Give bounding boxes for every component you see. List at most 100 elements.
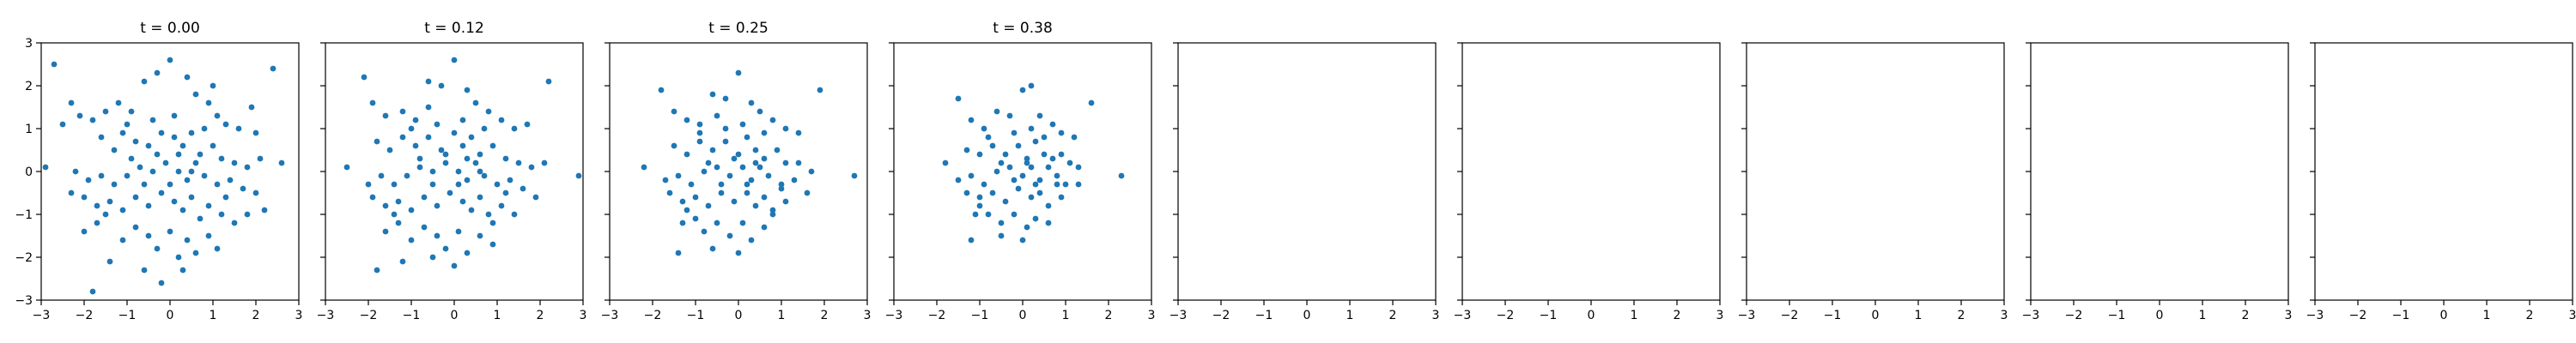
data-point xyxy=(739,164,746,171)
data-point xyxy=(188,129,195,136)
data-point xyxy=(472,159,479,166)
x-tick-label: −2 xyxy=(1781,309,1799,322)
data-point xyxy=(761,129,768,136)
data-point xyxy=(412,117,419,123)
data-point xyxy=(498,202,505,209)
data-point xyxy=(683,117,690,123)
data-point xyxy=(1028,125,1035,132)
data-point xyxy=(963,147,970,153)
data-point xyxy=(696,138,703,145)
data-point xyxy=(451,129,458,136)
data-point xyxy=(641,164,647,171)
data-point xyxy=(701,168,708,175)
data-point xyxy=(42,164,49,171)
data-point xyxy=(1058,151,1065,158)
data-point xyxy=(124,172,131,179)
data-point xyxy=(141,267,148,274)
data-point xyxy=(976,151,983,158)
data-point xyxy=(735,69,742,76)
data-point xyxy=(382,202,389,209)
data-point xyxy=(235,125,242,132)
data-point xyxy=(489,142,496,149)
x-tick-label: 2 xyxy=(252,309,260,322)
data-point xyxy=(1006,164,1013,171)
data-point xyxy=(158,280,165,286)
x-tick-label: −1 xyxy=(2392,309,2410,322)
data-point xyxy=(1019,172,1026,179)
data-point xyxy=(679,220,686,226)
data-point xyxy=(972,211,979,218)
x-tick-label: 3 xyxy=(1148,309,1156,322)
data-point xyxy=(498,117,505,123)
data-point xyxy=(391,181,398,188)
data-point xyxy=(210,82,216,89)
data-point xyxy=(1019,237,1026,244)
data-point xyxy=(197,215,204,222)
data-point xyxy=(968,237,975,244)
data-point xyxy=(459,142,466,149)
scatter-panel: −3 −2 −1 0 1 2 3 xyxy=(2022,42,2292,322)
data-point xyxy=(425,134,432,141)
data-point xyxy=(408,125,415,132)
data-point xyxy=(998,220,1005,226)
data-point xyxy=(137,164,143,171)
data-point xyxy=(963,190,970,196)
data-point xyxy=(524,121,531,128)
data-point xyxy=(769,117,776,123)
data-point xyxy=(1011,211,1018,218)
x-tick-label: 0 xyxy=(167,309,174,322)
data-point xyxy=(696,121,703,128)
data-point xyxy=(369,99,376,106)
y-tick-label: −2 xyxy=(15,251,33,265)
x-tick-label: 2 xyxy=(1958,309,1965,322)
data-point xyxy=(252,129,259,136)
scatter-panel: −3 −2 −1 0 1 2 3 xyxy=(1170,42,1439,322)
data-point xyxy=(1036,177,1043,184)
y-tick-label: 3 xyxy=(25,37,33,51)
x-tick-label: 1 xyxy=(2483,309,2491,322)
data-point xyxy=(188,194,195,201)
data-point xyxy=(675,172,682,179)
data-point xyxy=(154,151,161,158)
data-point xyxy=(382,112,389,119)
scatter-panel: t = 0.00 −3 −2 −1 0 1 2 3 −3 −2 −1 0 1 2 3 xyxy=(15,20,302,322)
data-point xyxy=(769,207,776,214)
data-point xyxy=(1058,129,1065,136)
x-tick-label: −3 xyxy=(33,309,51,322)
data-point xyxy=(709,245,716,252)
x-tick-label: 1 xyxy=(1915,309,1923,322)
panel-title: t = 0.00 xyxy=(140,20,200,37)
data-point xyxy=(416,164,423,171)
data-point xyxy=(744,134,750,141)
data-point xyxy=(735,250,742,256)
x-tick-label: −1 xyxy=(403,309,421,322)
data-point xyxy=(244,211,251,218)
data-point xyxy=(149,168,156,175)
data-point xyxy=(481,172,488,179)
data-point xyxy=(472,99,479,106)
data-point xyxy=(154,69,161,76)
data-point xyxy=(343,164,350,171)
data-point xyxy=(761,224,768,231)
data-point xyxy=(218,155,225,162)
data-point xyxy=(1036,190,1043,196)
data-point xyxy=(761,194,768,201)
y-tick-label: −3 xyxy=(15,294,33,308)
data-point xyxy=(791,177,798,184)
data-point xyxy=(205,232,212,239)
scatter-panel: −3 −2 −1 0 1 2 3 xyxy=(1738,42,2008,322)
data-point xyxy=(714,112,720,119)
data-point xyxy=(744,190,750,196)
data-point xyxy=(222,121,229,128)
x-tick-label: 0 xyxy=(2440,309,2448,322)
data-point xyxy=(192,159,199,166)
data-point xyxy=(519,185,526,192)
data-point xyxy=(442,151,449,158)
data-point xyxy=(158,129,165,136)
data-point xyxy=(252,190,259,196)
axes-frame xyxy=(40,42,300,301)
y-tick-label: 2 xyxy=(25,80,33,93)
data-point xyxy=(477,168,483,175)
x-tick-label: 2 xyxy=(2242,309,2250,322)
data-point xyxy=(968,117,975,123)
